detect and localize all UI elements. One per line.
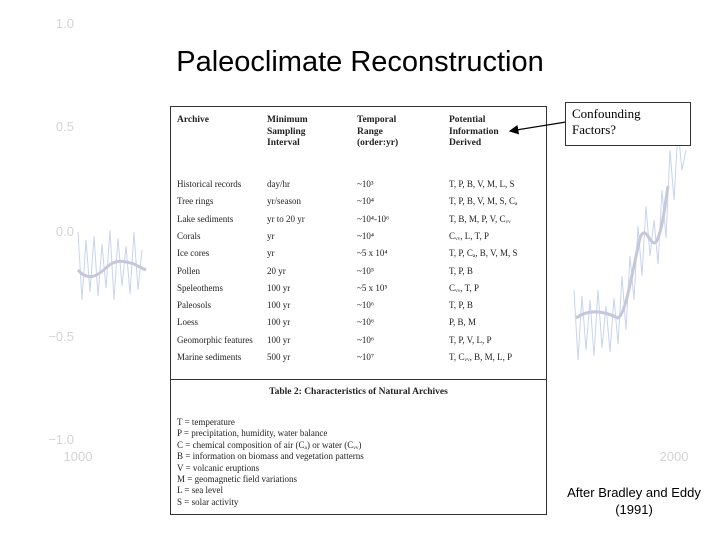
credit-line-2: (1991)	[615, 502, 653, 517]
cell-range: ~10³	[357, 179, 374, 189]
cell-archive: Corals	[177, 230, 201, 241]
cell-info: Cᵥᵥ, L, T, P	[449, 230, 489, 241]
right-noise-band	[573, 129, 687, 361]
legend-line: V = volcanic eruptions	[177, 462, 260, 473]
cell-info: T, P, B	[449, 300, 473, 311]
cell-interval: yr/season	[267, 196, 301, 207]
cell-interval: 100 yr	[267, 317, 291, 328]
cell-interval: 100 yr	[267, 334, 291, 345]
cell-range: ~10⁶	[357, 317, 375, 328]
y-tick-label: 0.5	[56, 119, 74, 134]
legend-line: B = information on biomass and vegetatio…	[177, 451, 364, 462]
left-smooth-curve	[76, 259, 147, 279]
cell-range: ~5 x 10⁵	[357, 282, 388, 293]
archives-table: Archive Minimum Sampling Interval Tempor…	[170, 106, 547, 515]
table-row: Speleothems 100 yr ~5 x 10⁵ Cᵥᵥ, T, P	[171, 283, 546, 297]
slide-title: Paleoclimate Reconstruction	[176, 46, 544, 78]
table-row: Corals yr ~10⁴ Cᵥᵥ, L, T, P	[171, 231, 546, 245]
cell-range: ~10⁴	[357, 196, 375, 207]
legend-line: P = precipitation, humidity, water balan…	[177, 428, 328, 439]
cell-info: T, P, B	[449, 265, 473, 276]
table-row: Loess 100 yr ~10⁶ P, B, M	[171, 317, 546, 331]
cell-interval: yr to 20 yr	[267, 213, 305, 224]
table-legend: T = temperature P = precipitation, humidi…	[177, 417, 364, 508]
table-row: Historical records day/hr ~10³ T, P, B, V, …	[171, 179, 546, 193]
cell-range: ~10⁶	[357, 334, 375, 345]
cell-archive: Paleosols	[177, 300, 212, 311]
cell-archive: Lake sediments	[177, 213, 234, 224]
x-tick-label: 2000	[660, 449, 689, 464]
cell-info: Cᵥᵥ, T, P	[449, 282, 479, 293]
header-interval: Minimum Sampling Interval	[267, 115, 308, 148]
legend-line: L = sea level	[177, 485, 223, 496]
cell-archive: Marine sediments	[177, 352, 242, 362]
cell-info: T, P, B, V, M, S, Cₐ	[449, 196, 518, 207]
table-row: Tree rings yr/season ~10⁴ T, P, B, V, M, S,…	[171, 196, 546, 210]
cell-range: ~10⁷	[357, 352, 375, 362]
cell-info: T, P, V, L, P	[449, 334, 492, 345]
callout-line-2: Factors?	[572, 122, 617, 137]
y-tick-label: 0.0	[56, 224, 74, 239]
confounding-factors-callout: Confounding Factors?	[565, 102, 691, 146]
cell-archive: Historical records	[177, 179, 242, 189]
cell-archive: Geomorphic features	[177, 334, 253, 345]
table-row: Marine sediments 500 yr ~10⁷ T, Cᵥᵥ, B, M, …	[171, 352, 546, 366]
cell-range: ~10⁵	[357, 265, 375, 276]
table-caption: Table 2: Characteristics of Natural Arch…	[269, 387, 448, 397]
y-tick-label: −1.0	[48, 432, 74, 447]
legend-line: C = chemical composition of air (Cₐ) or …	[177, 439, 362, 450]
cell-range: ~5 x 10⁴	[357, 248, 388, 259]
right-smooth-curve	[575, 185, 670, 320]
cell-range: ~10⁴	[357, 230, 375, 241]
source-credit: After Bradley and Eddy (1991)	[556, 484, 712, 518]
cell-range: ~10⁴-10⁶	[357, 213, 390, 224]
cell-info: T, P, B, V, M, L, S	[449, 179, 515, 189]
cell-archive: Speleothems	[177, 282, 223, 293]
cell-interval: yr	[267, 248, 275, 259]
cell-archive: Ice cores	[177, 248, 210, 259]
cell-archive: Loess	[177, 317, 198, 328]
cell-interval: 100 yr	[267, 282, 291, 293]
cell-range: ~10⁶	[357, 300, 375, 311]
y-tick-label: −0.5	[48, 329, 74, 344]
cell-interval: 20 yr	[267, 265, 286, 276]
cell-info: P, B, M	[449, 317, 477, 328]
cell-archive: Pollen	[177, 265, 201, 276]
left-noise-band	[77, 229, 143, 301]
cell-info: T, P, Cₐ, B, V, M, S	[449, 248, 518, 259]
header-range: Temporal Range (order:yr)	[357, 115, 399, 148]
cell-interval: 500 yr	[267, 352, 291, 362]
cell-interval: yr	[267, 230, 275, 241]
cell-info: T, Cᵥᵥ, B, M, L, P	[449, 352, 513, 362]
callout-line-1: Confounding	[572, 106, 641, 121]
table-row: Lake sediments yr to 20 yr ~10⁴-10⁶ T, B, M…	[171, 214, 546, 228]
credit-line-1: After Bradley and Eddy	[567, 485, 701, 500]
cell-archive: Tree rings	[177, 196, 214, 207]
legend-line: M = geomagnetic field variations	[177, 474, 298, 485]
y-tick-label: 1.0	[56, 16, 74, 31]
table-row: Paleosols 100 yr ~10⁶ T, P, B	[171, 300, 546, 314]
header-info: Potential Information Derived	[449, 115, 499, 148]
table-divider	[171, 379, 546, 380]
cell-interval: 100 yr	[267, 300, 291, 311]
legend-line: T = temperature	[177, 417, 235, 427]
legend-line: S = solar activity	[177, 496, 239, 507]
cell-interval: day/hr	[267, 179, 290, 189]
table-row: Ice cores yr ~5 x 10⁴ T, P, Cₐ, B, V, M, S	[171, 248, 546, 262]
x-tick-label: 1000	[64, 449, 93, 464]
header-archive: Archive	[177, 115, 210, 125]
table-row: Pollen 20 yr ~10⁵ T, P, B	[171, 266, 546, 280]
cell-info: T, B, M, P, V, Cᵥᵥ	[449, 213, 511, 224]
table-row: Geomorphic features 100 yr ~10⁶ T, P, V, L,…	[171, 335, 546, 349]
